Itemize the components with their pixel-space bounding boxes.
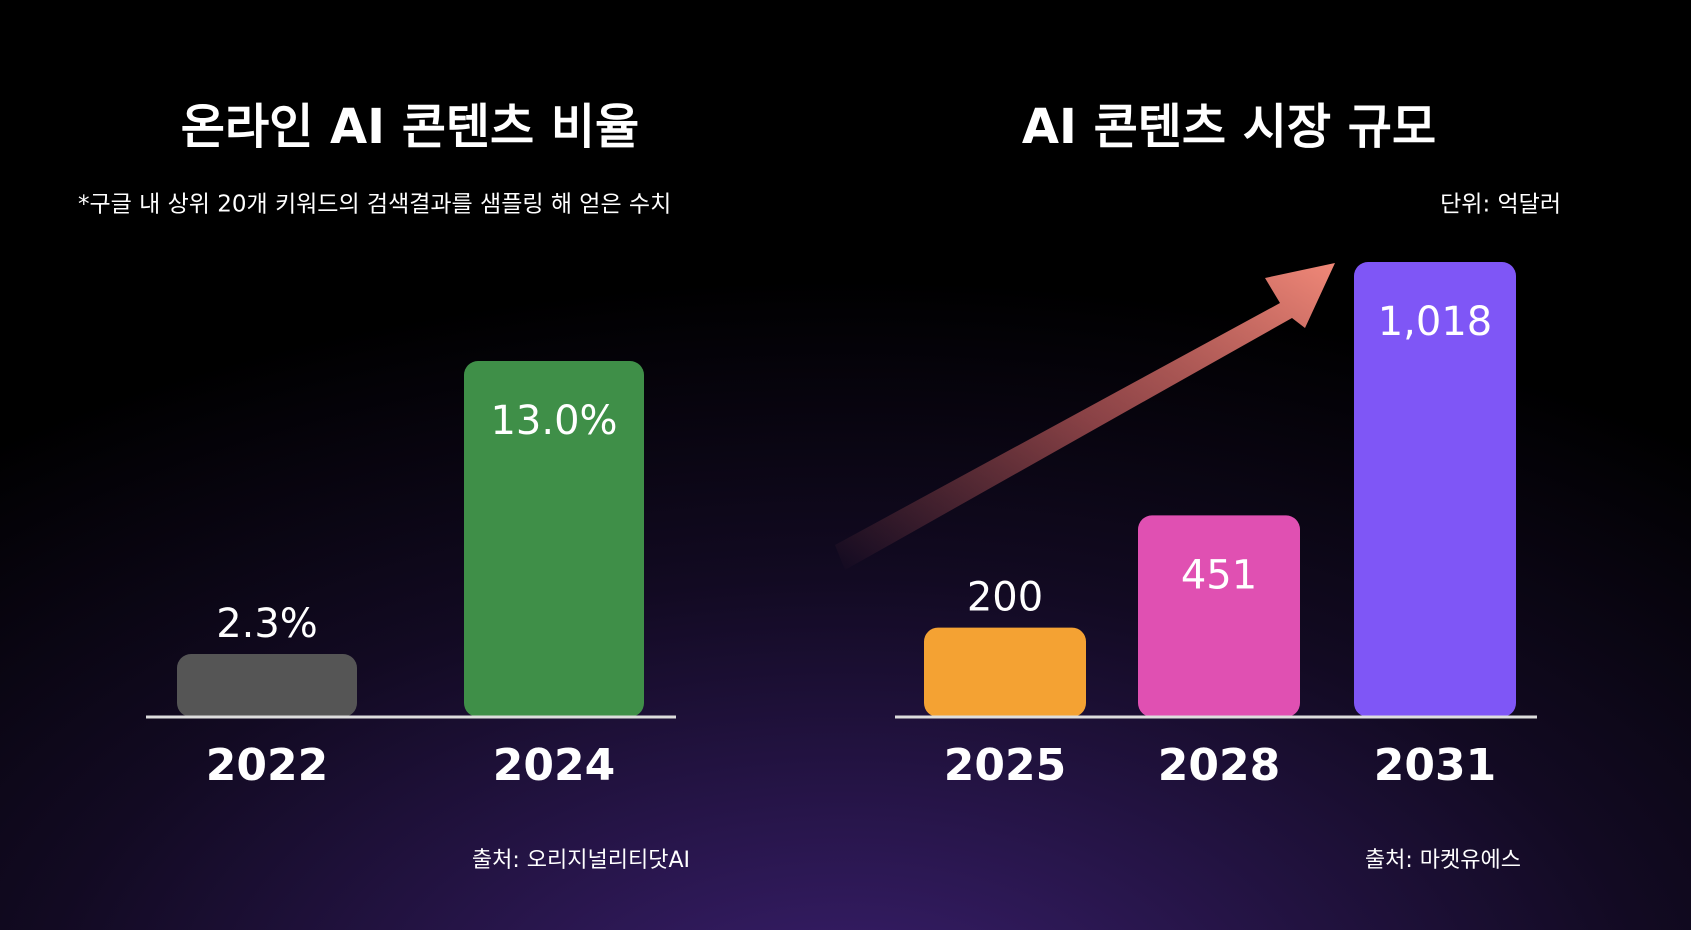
bar [1354, 262, 1516, 717]
value-label: 451 [1181, 552, 1257, 598]
x-tick-label: 2022 [206, 740, 328, 791]
x-tick-label: 2024 [493, 740, 615, 791]
x-tick-label: 2025 [944, 740, 1066, 791]
source-note: 출처: 오리지널리티닷AI [472, 848, 690, 873]
bar [1138, 515, 1300, 717]
bar [177, 654, 357, 717]
source-note: 출처: 마켓유에스 [1365, 848, 1521, 873]
value-label: 13.0% [490, 398, 617, 444]
x-tick-label: 2031 [1374, 740, 1496, 791]
value-label: 2.3% [216, 601, 318, 647]
unit-label: 단위: 억달러 [1440, 192, 1561, 218]
value-label: 1,018 [1378, 299, 1493, 345]
bar [464, 361, 644, 717]
growth-arrow [835, 263, 1335, 570]
value-label: 200 [967, 575, 1043, 621]
bar [924, 627, 1086, 717]
chart-title: AI 콘텐츠 시장 규모 [1022, 99, 1436, 155]
chart-title: 온라인 AI 콘텐츠 비율 [181, 99, 639, 155]
chart-subtitle: *구글 내 상위 20개 키워드의 검색결과를 샘플링 해 얻은 수치 [78, 192, 671, 218]
x-tick-label: 2028 [1158, 740, 1280, 791]
